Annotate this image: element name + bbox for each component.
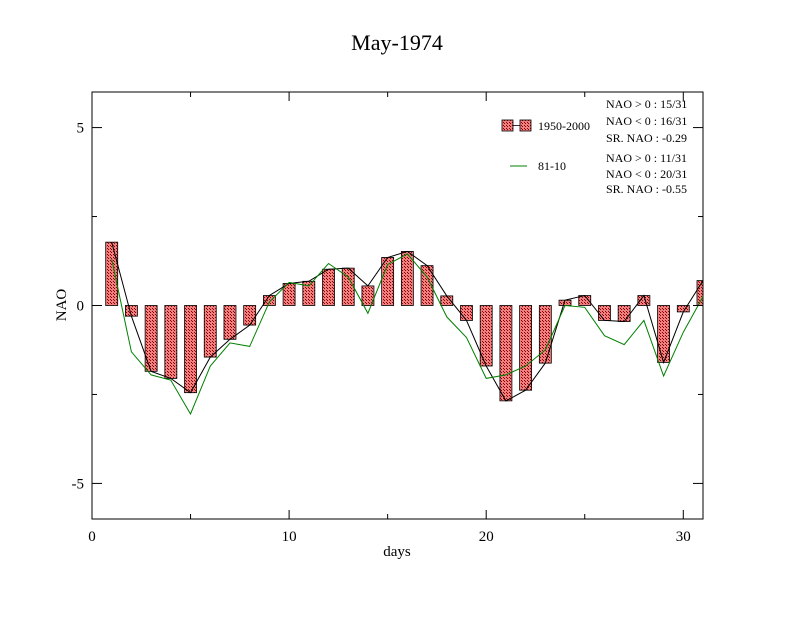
bar-day-5 bbox=[184, 305, 197, 394]
stats-1950-pos: NAO > 0 : 15/31 bbox=[606, 97, 687, 111]
bar-day-7 bbox=[223, 305, 237, 340]
stats-1950-neg: NAO < 0 : 16/31 bbox=[606, 114, 687, 128]
stats-block: NAO > 0 : 15/31 NAO < 0 : 16/31 SR. NAO … bbox=[606, 97, 687, 196]
bar-day-27 bbox=[617, 305, 631, 322]
legend: 1950-2000 81-10 bbox=[501, 119, 590, 173]
bar-day-29 bbox=[657, 305, 670, 363]
stats-8110-neg: NAO < 0 : 20/31 bbox=[606, 167, 687, 181]
x-axis-label: days bbox=[383, 544, 411, 560]
bar-day-21 bbox=[499, 305, 513, 402]
x-tick-label-0: 0 bbox=[88, 529, 96, 545]
y-tick-label-5: 5 bbox=[77, 121, 85, 137]
bar-day-1 bbox=[105, 241, 119, 306]
bar-day-9 bbox=[262, 295, 276, 306]
series-line-81-10 bbox=[111, 253, 704, 416]
bar-day-4 bbox=[164, 305, 178, 379]
bar-day-23 bbox=[538, 305, 552, 364]
stats-1950-sr: SR. NAO : -0.29 bbox=[606, 131, 687, 145]
bar-day-22 bbox=[519, 305, 533, 391]
series-line-1950-2000 bbox=[111, 242, 704, 402]
legend-label-line: 81-10 bbox=[538, 159, 566, 173]
legend-swatch-bar bbox=[501, 119, 514, 132]
lines-layer bbox=[111, 242, 704, 416]
legend-label-bar: 1950-2000 bbox=[538, 119, 590, 133]
bar-day-8 bbox=[243, 305, 257, 326]
bar-day-12 bbox=[322, 268, 335, 306]
x-tick-label-20: 20 bbox=[479, 529, 494, 545]
stats-8110-pos: NAO > 0 : 11/31 bbox=[606, 151, 687, 165]
y-tick-label-0: 0 bbox=[77, 299, 85, 315]
chart-title: May-1974 bbox=[351, 30, 443, 55]
x-tick-label-10: 10 bbox=[282, 529, 297, 545]
y-axis-label: NAO bbox=[54, 289, 70, 322]
ticks-layer: 0 10 20 30 -5 0 5 bbox=[72, 92, 703, 545]
stats-8110-sr: SR. NAO : -0.55 bbox=[606, 182, 687, 196]
bars-layer bbox=[105, 241, 704, 402]
bar-day-19 bbox=[460, 305, 473, 321]
bar-day-30 bbox=[676, 305, 690, 313]
x-tick-label-30: 30 bbox=[676, 529, 691, 545]
bar-day-6 bbox=[203, 305, 217, 358]
y-tick-label--5: -5 bbox=[72, 476, 85, 492]
bar-day-26 bbox=[598, 305, 611, 321]
bar-day-3 bbox=[144, 305, 158, 372]
legend-swatch-bar-2 bbox=[519, 119, 532, 132]
